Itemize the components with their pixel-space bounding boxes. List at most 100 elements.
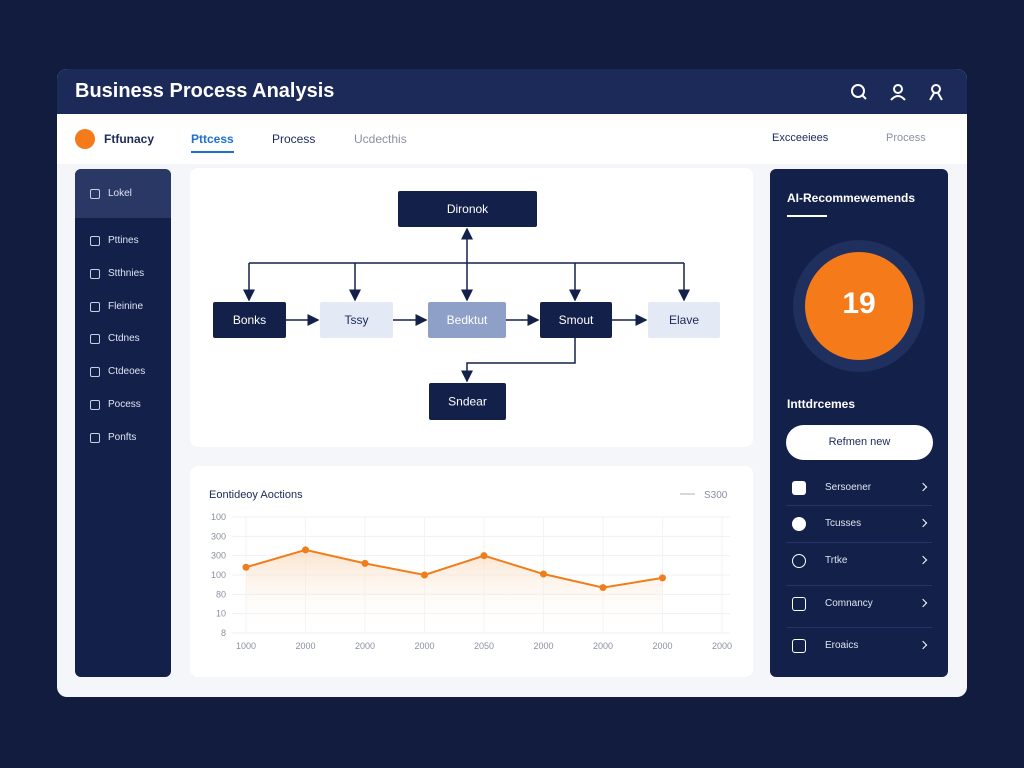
- process-node: [428, 302, 506, 338]
- node-label: Smout: [559, 313, 594, 327]
- sidebar-icon: [90, 236, 100, 246]
- process-node: [540, 302, 612, 338]
- score: 19: [842, 287, 876, 320]
- point: [659, 574, 666, 582]
- sidebar: Lokel Pttines Stthnies Fleinine Ctdnes Ctdeoe…: [75, 169, 171, 677]
- x-tick-label: 1000: [236, 641, 256, 651]
- brand-logo: [75, 129, 95, 149]
- process-node: [398, 191, 537, 227]
- x-tick-label: 2000: [652, 641, 672, 651]
- process-node: [648, 302, 720, 338]
- item-icon: [792, 517, 806, 531]
- point: [302, 546, 309, 554]
- score-circle: [805, 252, 913, 360]
- area: [246, 549, 663, 633]
- sidebar-icon: [90, 189, 100, 199]
- chart-panel: Eontideoy Aoctions S300 8 10 80 100 300 300 100 1…: [190, 466, 753, 677]
- y-tick-label: 300: [211, 531, 226, 541]
- chart: Eontideoy Aoctions S300 8 10 80 100 300 300 100 1…: [209, 489, 732, 651]
- ai-subtitle: Inttdrcemes: [787, 397, 856, 411]
- x-tick-label: 2000: [295, 641, 315, 651]
- header: Business Process Analysis: [57, 69, 967, 114]
- item-icon: [792, 597, 806, 611]
- sidebar-item[interactable]: Ctdnes: [108, 333, 140, 344]
- sidebar-icon: [90, 334, 100, 344]
- separator: [786, 542, 932, 543]
- point: [361, 559, 369, 567]
- chevron: [918, 482, 928, 492]
- nav-link[interactable]: Excceeiees: [772, 132, 829, 144]
- node-label: Sndear: [448, 395, 487, 409]
- ai-button[interactable]: Refmen new: [786, 425, 933, 460]
- point: [599, 584, 607, 592]
- sidebar-item[interactable]: Fleinine: [108, 301, 144, 312]
- y-tick-label: 10: [216, 609, 226, 619]
- title-underline: [787, 215, 827, 217]
- x-tick-label: 2000: [355, 641, 375, 651]
- connector: [461, 338, 576, 383]
- chevron: [918, 555, 928, 565]
- sidebar-item[interactable]: Pocess: [108, 399, 141, 410]
- legend-label: S300: [704, 490, 728, 501]
- ai-item[interactable]: Comnancy: [825, 598, 873, 609]
- ai-item[interactable]: Tcusses: [825, 518, 862, 529]
- brand: Ftfunacy: [104, 132, 155, 146]
- ai-panel: AI-Recommewemends 19 Inttdrcemes Refmen new…: [770, 169, 948, 677]
- sidebar-item[interactable]: Pttines: [108, 235, 139, 246]
- nav-tab[interactable]: Pttcess: [191, 132, 234, 153]
- line: [245, 548, 663, 589]
- user-icon[interactable]: [890, 84, 906, 101]
- y-tick-label: 8: [221, 628, 226, 638]
- item-icon: [792, 481, 806, 495]
- separator: [786, 627, 932, 628]
- chevron: [918, 598, 928, 608]
- search-icon[interactable]: [851, 84, 867, 100]
- point: [421, 571, 428, 579]
- nav-tab[interactable]: Process: [272, 132, 316, 146]
- node-label: Tssy: [345, 313, 369, 327]
- node-label: Elave: [669, 313, 699, 327]
- sidebar-icon: [90, 367, 100, 377]
- node-label: Dironok: [447, 202, 489, 216]
- process-diagram: Dironok Bonks Tssy Bedktut Smout Elave Sndear: [213, 191, 720, 420]
- item-icon: [792, 639, 806, 653]
- sidebar-icon: [90, 269, 100, 279]
- nav-link[interactable]: Process: [886, 132, 926, 144]
- header-icons: [851, 84, 943, 101]
- point: [480, 552, 488, 560]
- point: [540, 570, 547, 578]
- nav-tab[interactable]: Ucdecthis: [354, 132, 407, 146]
- node-label: Bedktut: [447, 313, 488, 327]
- sidebar-item[interactable]: Lokel: [108, 188, 132, 199]
- diagram-panel: Dironok Bonks Tssy Bedktut Smout Elave Sndear: [190, 168, 753, 447]
- sidebar-icon: [90, 302, 100, 312]
- process-node: [429, 383, 506, 420]
- x-tick-label: 2050: [474, 641, 494, 651]
- point: [242, 563, 250, 571]
- sidebar-icon: [90, 400, 100, 410]
- process-node: [320, 302, 393, 338]
- sidebar-item[interactable]: Ponfts: [108, 432, 137, 443]
- x-tick-label: 2000: [533, 641, 553, 651]
- process-node: [213, 302, 286, 338]
- ai-item[interactable]: Sersoener: [825, 482, 872, 493]
- ai-title: AI-Recommewemends: [787, 191, 916, 205]
- y-tick-label: 100: [211, 512, 226, 522]
- nav-bar: Ftfunacy Pttcess Process Ucdecthis Excceeie…: [57, 114, 967, 164]
- separator: [786, 585, 932, 586]
- sidebar-item[interactable]: Stthnies: [108, 268, 145, 279]
- separator: [786, 505, 932, 506]
- sidebar-item[interactable]: Ctdeoes: [108, 366, 146, 377]
- node-label: Bonks: [233, 313, 266, 327]
- chevron: [918, 518, 928, 528]
- y-tick-label: 100: [211, 570, 226, 580]
- x-tick-label: 2000: [414, 641, 434, 651]
- profile-icon[interactable]: [929, 84, 943, 101]
- y-tick-label: 300: [211, 551, 226, 561]
- chart-title: Eontideoy Aoctions: [209, 489, 303, 501]
- x-tick-label: 2000: [712, 641, 732, 651]
- sidebar-icon: [90, 433, 100, 443]
- ai-item[interactable]: Eroaics: [825, 640, 859, 651]
- ai-item[interactable]: Trtke: [825, 555, 848, 566]
